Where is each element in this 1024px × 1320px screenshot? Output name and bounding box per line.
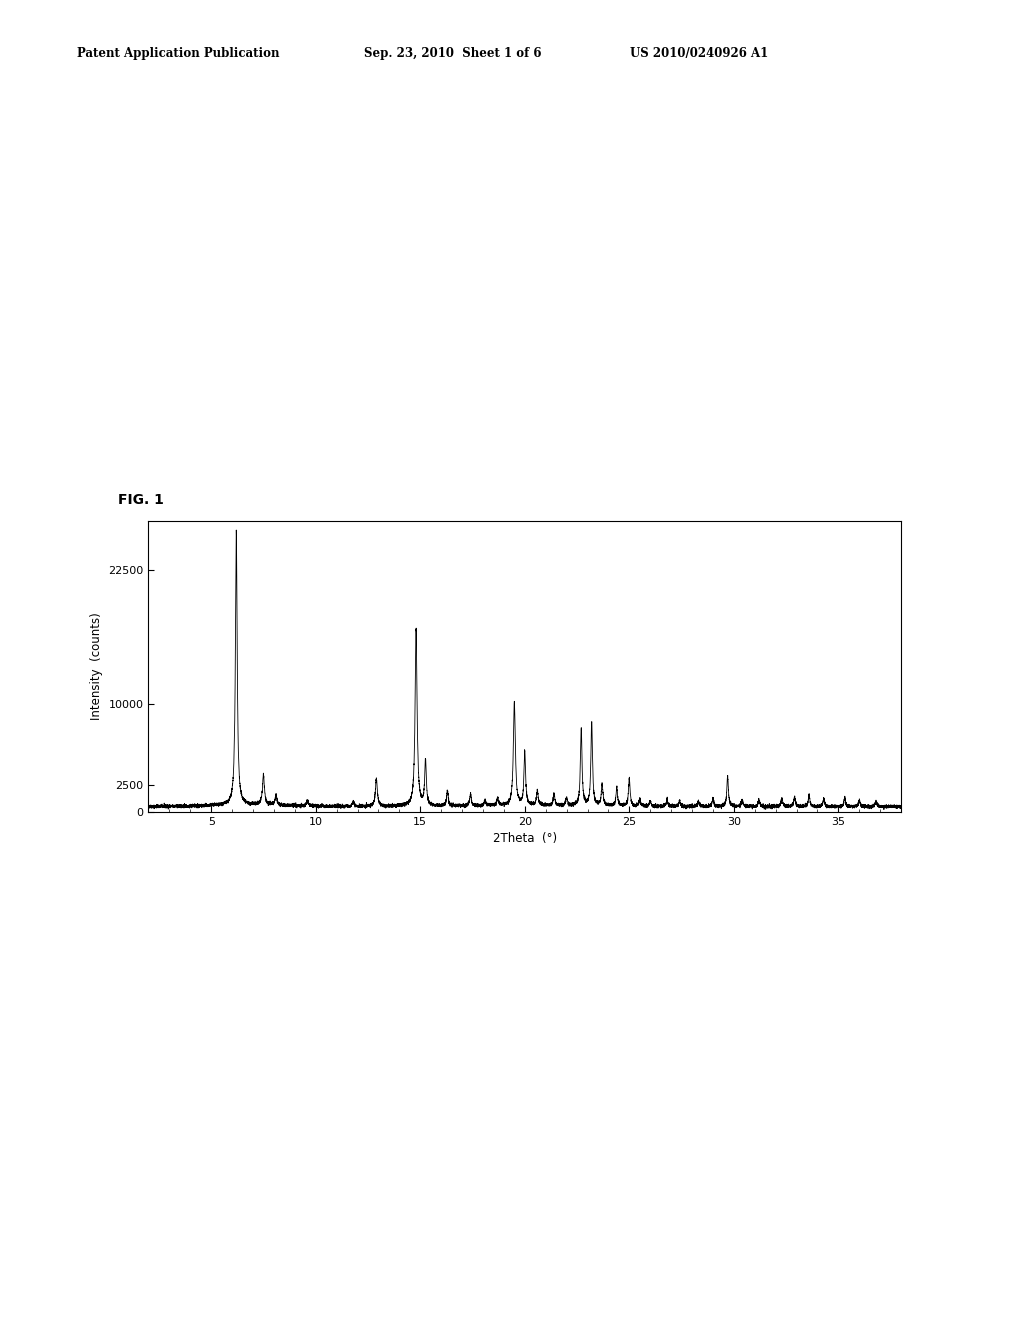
Y-axis label: Intensity  (counts): Intensity (counts) [90, 612, 102, 721]
Text: FIG. 1: FIG. 1 [118, 494, 164, 507]
Text: Sep. 23, 2010  Sheet 1 of 6: Sep. 23, 2010 Sheet 1 of 6 [364, 46, 541, 59]
Text: US 2010/0240926 A1: US 2010/0240926 A1 [630, 46, 768, 59]
Text: Patent Application Publication: Patent Application Publication [77, 46, 280, 59]
X-axis label: 2Theta  (°): 2Theta (°) [493, 832, 557, 845]
